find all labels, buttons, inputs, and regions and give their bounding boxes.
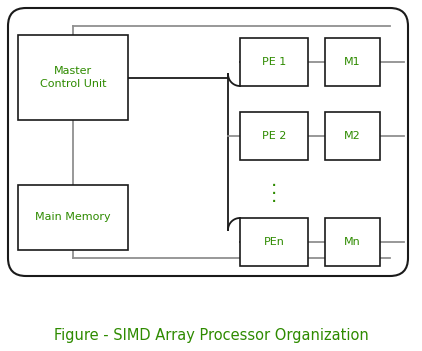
Text: Figure - SIMD Array Processor Organization: Figure - SIMD Array Processor Organizati…	[54, 328, 368, 343]
Bar	[325, 218, 380, 266]
Bar	[240, 218, 308, 266]
Text: Master
Control Unit: Master Control Unit	[40, 66, 106, 89]
Bar	[18, 35, 128, 120]
Bar	[240, 112, 308, 160]
Text: Main Memory: Main Memory	[35, 212, 111, 223]
Bar	[325, 38, 380, 86]
Text: PEn: PEn	[264, 237, 284, 247]
Text: Mn: Mn	[344, 237, 361, 247]
FancyBboxPatch shape	[8, 8, 408, 276]
Bar	[240, 38, 308, 86]
Text: M1: M1	[344, 57, 361, 67]
Bar	[325, 112, 380, 160]
Bar	[18, 185, 128, 250]
Text: .: .	[271, 187, 277, 206]
Text: PE 2: PE 2	[262, 131, 286, 141]
Text: .: .	[271, 179, 277, 199]
Text: PE 1: PE 1	[262, 57, 286, 67]
Text: .: .	[271, 172, 277, 191]
Text: M2: M2	[344, 131, 361, 141]
